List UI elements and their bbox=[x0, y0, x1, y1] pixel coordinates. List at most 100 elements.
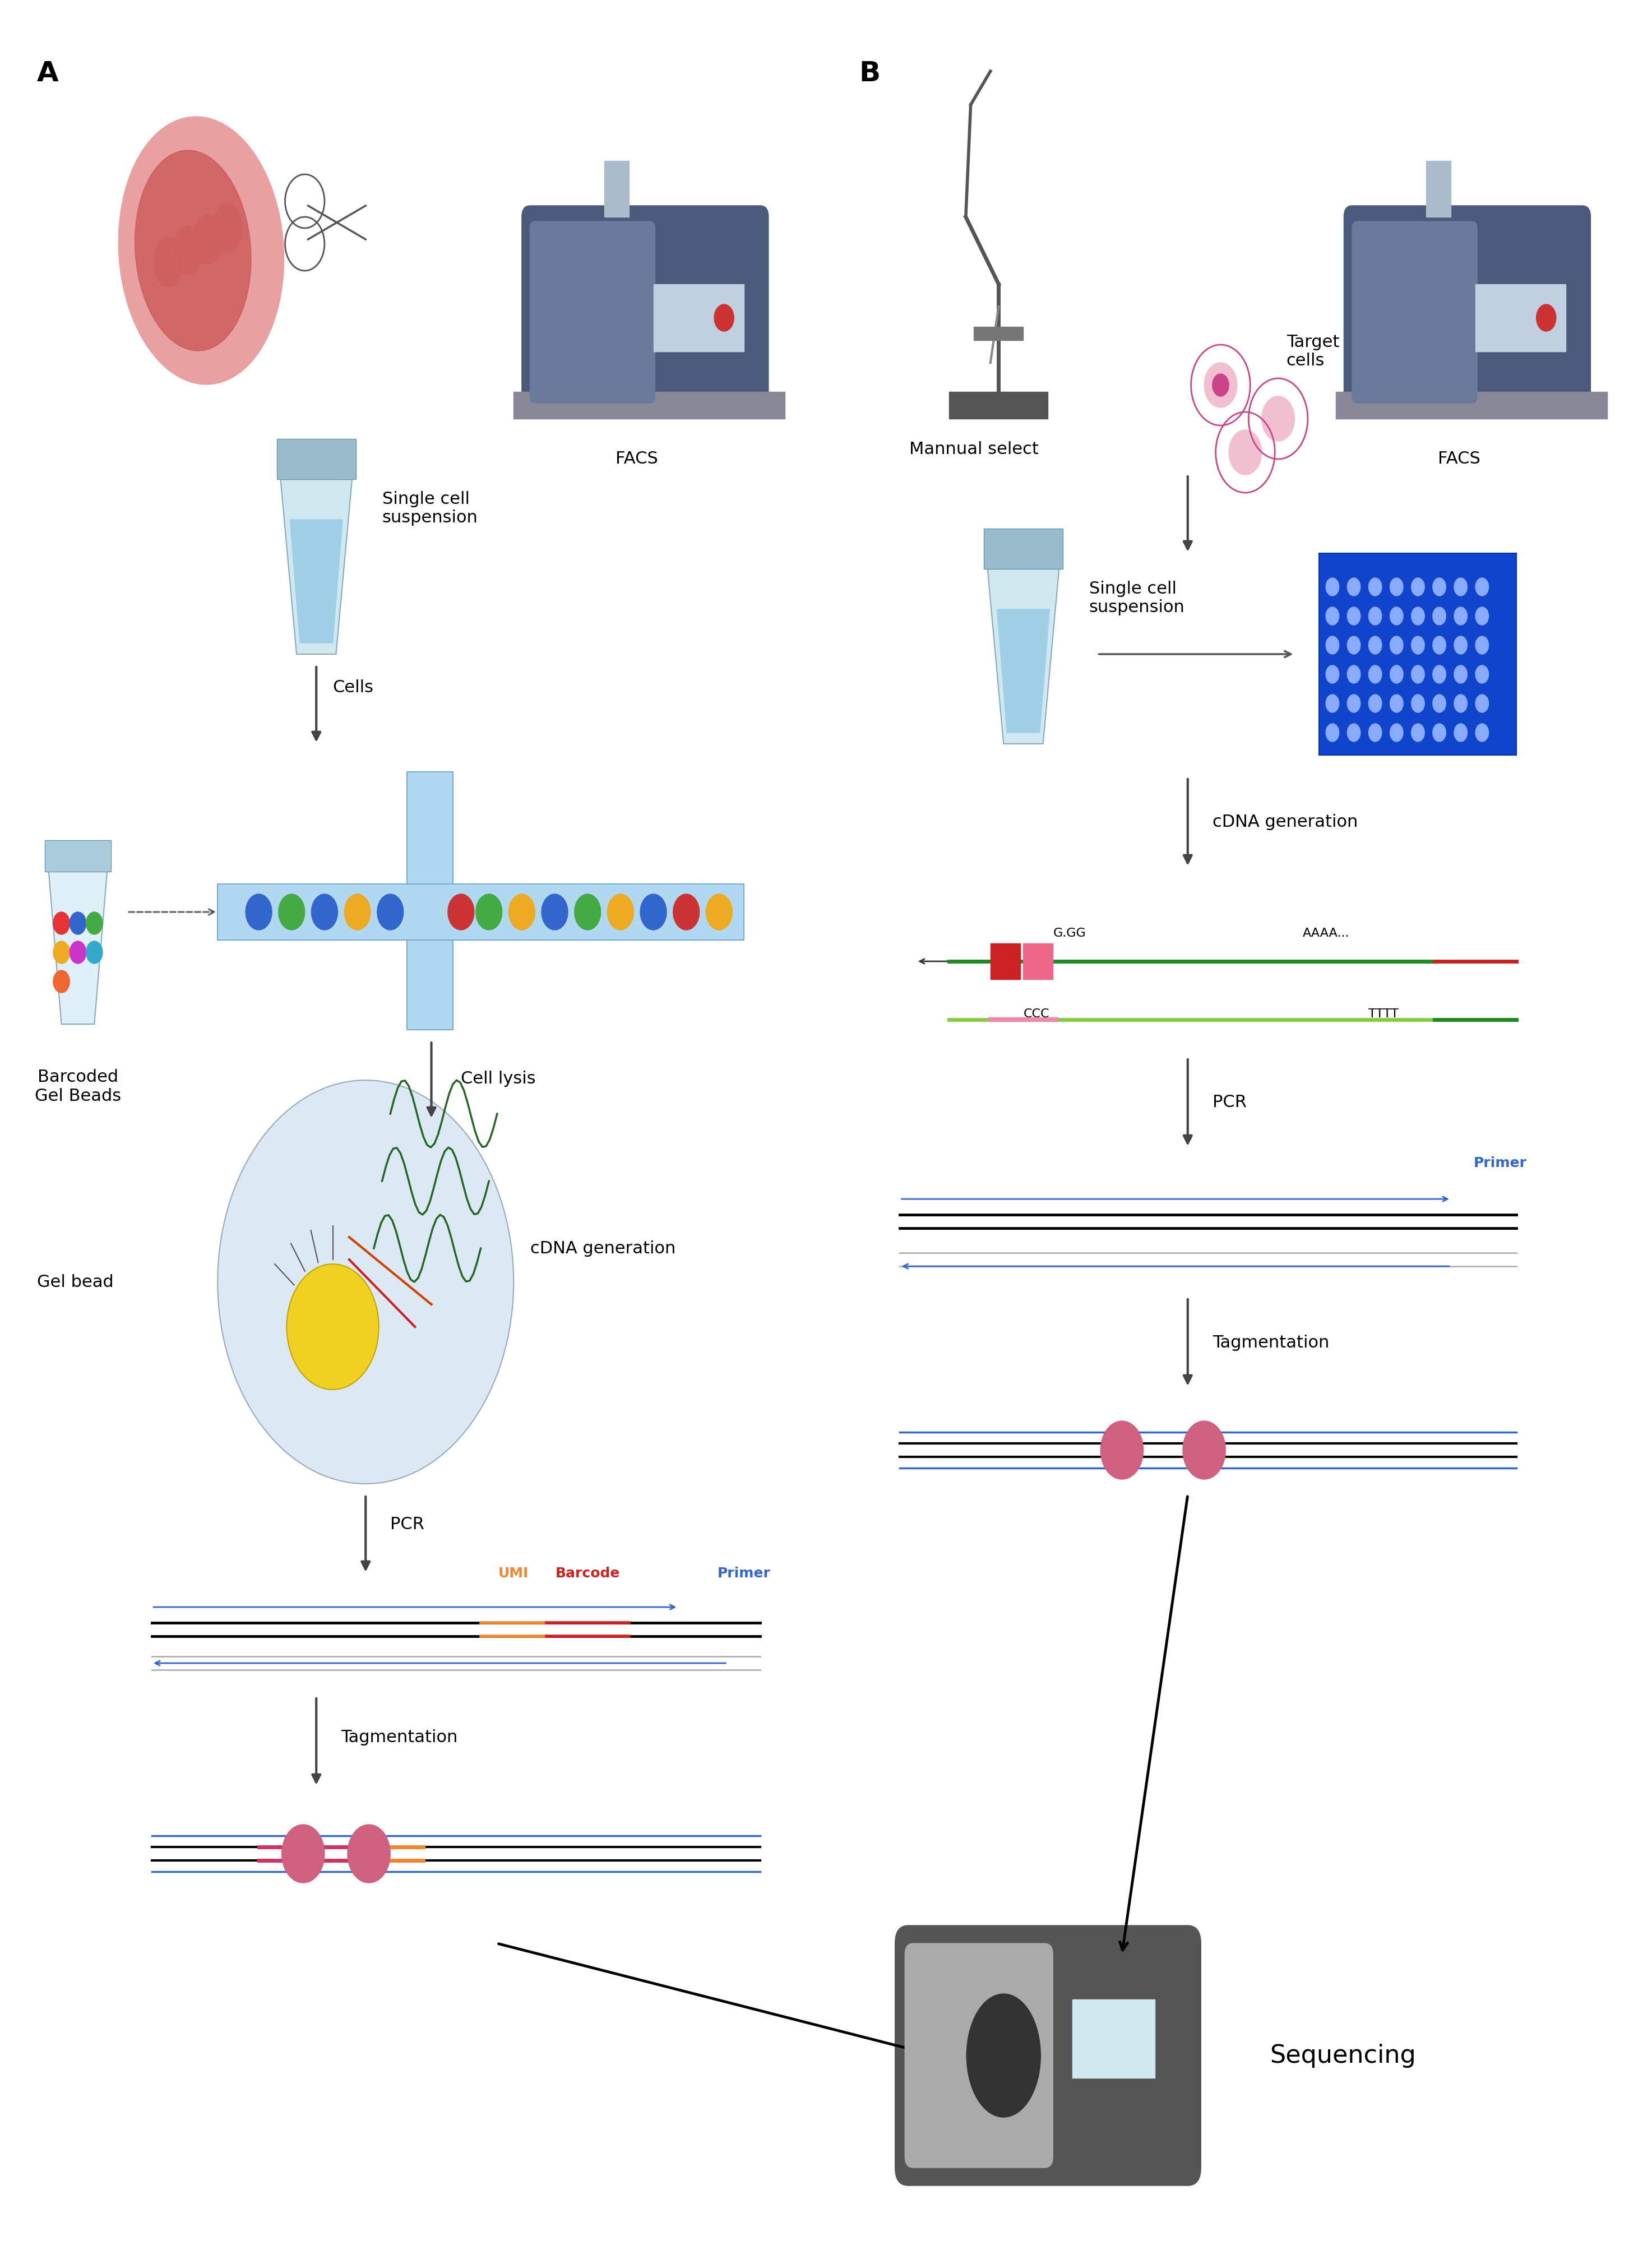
Circle shape bbox=[1454, 637, 1467, 655]
Text: Tagmentation: Tagmentation bbox=[1213, 1334, 1330, 1350]
Circle shape bbox=[1368, 607, 1381, 626]
Circle shape bbox=[1327, 724, 1340, 742]
FancyBboxPatch shape bbox=[1345, 205, 1591, 418]
Circle shape bbox=[1475, 607, 1488, 626]
FancyBboxPatch shape bbox=[905, 1944, 1052, 2167]
Circle shape bbox=[53, 940, 69, 963]
Circle shape bbox=[1327, 695, 1340, 713]
Circle shape bbox=[1411, 724, 1424, 742]
Text: PCR: PCR bbox=[1213, 1093, 1247, 1111]
Circle shape bbox=[246, 893, 273, 929]
Text: Cell lysis: Cell lysis bbox=[461, 1071, 535, 1087]
Polygon shape bbox=[998, 610, 1049, 734]
Circle shape bbox=[641, 893, 666, 929]
Polygon shape bbox=[988, 565, 1059, 745]
Circle shape bbox=[542, 893, 568, 929]
Circle shape bbox=[714, 304, 733, 331]
Text: Single cell
suspension: Single cell suspension bbox=[1089, 580, 1184, 617]
Circle shape bbox=[287, 1264, 378, 1390]
Text: AAAA...: AAAA... bbox=[1303, 927, 1350, 938]
Circle shape bbox=[1389, 637, 1403, 655]
Circle shape bbox=[86, 940, 102, 963]
FancyBboxPatch shape bbox=[530, 220, 654, 403]
Polygon shape bbox=[48, 866, 107, 1024]
Text: FACS: FACS bbox=[616, 450, 657, 468]
Circle shape bbox=[1348, 695, 1360, 713]
Circle shape bbox=[1389, 578, 1403, 596]
Circle shape bbox=[1454, 695, 1467, 713]
Bar bbox=[991, 943, 1019, 979]
Bar bbox=[406, 940, 453, 1030]
Bar bbox=[218, 884, 743, 940]
Polygon shape bbox=[291, 520, 342, 643]
Circle shape bbox=[1348, 578, 1360, 596]
Circle shape bbox=[1432, 578, 1446, 596]
Circle shape bbox=[1411, 637, 1424, 655]
Circle shape bbox=[1368, 666, 1381, 684]
Circle shape bbox=[1454, 724, 1467, 742]
Circle shape bbox=[1475, 666, 1488, 684]
Circle shape bbox=[1475, 695, 1488, 713]
Circle shape bbox=[279, 893, 304, 929]
Bar bbox=[605, 160, 629, 216]
Text: G.GG: G.GG bbox=[1052, 927, 1085, 938]
Circle shape bbox=[1475, 578, 1488, 596]
Circle shape bbox=[1389, 666, 1403, 684]
Circle shape bbox=[1204, 362, 1237, 407]
Circle shape bbox=[1368, 578, 1381, 596]
Text: FACS: FACS bbox=[1437, 450, 1480, 468]
Circle shape bbox=[1411, 578, 1424, 596]
Circle shape bbox=[1348, 724, 1360, 742]
Bar bbox=[45, 839, 111, 871]
Circle shape bbox=[1327, 666, 1340, 684]
Text: cDNA generation: cDNA generation bbox=[1213, 814, 1358, 830]
Circle shape bbox=[1183, 1422, 1226, 1478]
Circle shape bbox=[1389, 607, 1403, 626]
Ellipse shape bbox=[119, 117, 284, 385]
Circle shape bbox=[1213, 374, 1229, 396]
Circle shape bbox=[1454, 578, 1467, 596]
Circle shape bbox=[1475, 724, 1488, 742]
Circle shape bbox=[1229, 430, 1262, 475]
Circle shape bbox=[672, 893, 699, 929]
Bar bbox=[1023, 943, 1052, 979]
Circle shape bbox=[1100, 1422, 1143, 1478]
Text: Primer: Primer bbox=[717, 1566, 770, 1579]
Circle shape bbox=[476, 893, 502, 929]
Ellipse shape bbox=[213, 202, 243, 252]
Circle shape bbox=[69, 911, 86, 934]
Bar bbox=[653, 284, 743, 351]
Circle shape bbox=[377, 893, 403, 929]
Text: CCC: CCC bbox=[1023, 1008, 1049, 1019]
Circle shape bbox=[1432, 607, 1446, 626]
Bar bbox=[1336, 391, 1607, 418]
Text: A: A bbox=[36, 61, 58, 88]
Ellipse shape bbox=[966, 1993, 1041, 2117]
Circle shape bbox=[1432, 637, 1446, 655]
FancyBboxPatch shape bbox=[1351, 220, 1477, 403]
Circle shape bbox=[344, 893, 370, 929]
Circle shape bbox=[282, 1825, 324, 1883]
Text: PCR: PCR bbox=[390, 1516, 425, 1532]
Circle shape bbox=[1348, 637, 1360, 655]
Circle shape bbox=[509, 893, 535, 929]
Ellipse shape bbox=[135, 151, 251, 351]
Circle shape bbox=[1368, 724, 1381, 742]
Bar bbox=[278, 439, 355, 479]
Circle shape bbox=[1327, 637, 1340, 655]
Bar bbox=[1320, 553, 1517, 756]
Circle shape bbox=[69, 940, 86, 963]
Circle shape bbox=[1454, 607, 1467, 626]
Bar bbox=[1072, 2000, 1155, 2079]
Ellipse shape bbox=[173, 225, 203, 274]
Bar bbox=[950, 391, 1047, 418]
Text: Mannual select: Mannual select bbox=[909, 441, 1039, 457]
Circle shape bbox=[705, 893, 732, 929]
Text: Barcoded
Gel Beads: Barcoded Gel Beads bbox=[35, 1069, 121, 1105]
Circle shape bbox=[608, 893, 634, 929]
Text: cDNA generation: cDNA generation bbox=[530, 1240, 676, 1256]
Text: Tagmentation: Tagmentation bbox=[340, 1728, 458, 1746]
Circle shape bbox=[1432, 666, 1446, 684]
FancyBboxPatch shape bbox=[522, 205, 768, 418]
Circle shape bbox=[1411, 607, 1424, 626]
